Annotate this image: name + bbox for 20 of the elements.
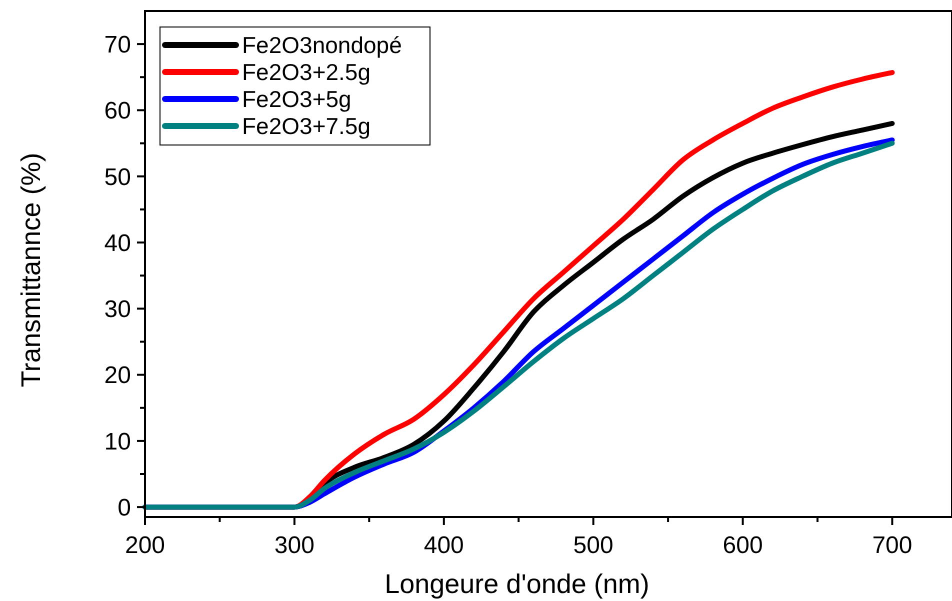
y-tick-label: 20 xyxy=(104,362,131,390)
x-axis-title: Longeure d'onde (nm) xyxy=(384,569,650,599)
y-tick-label: 40 xyxy=(104,230,131,257)
y-axis-title: Transmittannce (%) xyxy=(16,152,46,388)
legend-label: Fe2O3+7.5g xyxy=(242,113,371,140)
y-tick-label: 10 xyxy=(104,428,131,456)
legend-label: Fe2O3+2.5g xyxy=(242,59,371,86)
y-tick-label: 70 xyxy=(104,31,131,58)
y-tick-label: 60 xyxy=(104,98,131,125)
legend-label: Fe2O3nondopé xyxy=(242,32,402,58)
x-tick-label: 400 xyxy=(424,532,464,559)
y-tick-label: 50 xyxy=(104,164,131,191)
x-tick-label: 200 xyxy=(124,532,166,559)
x-tick-label: 500 xyxy=(573,532,614,559)
x-tick-label: 300 xyxy=(274,532,314,559)
y-tick-label: 30 xyxy=(104,296,131,324)
x-tick-label: 600 xyxy=(722,532,763,559)
y-tick-label: 0 xyxy=(118,494,131,522)
x-tick-label: 700 xyxy=(872,532,912,559)
legend-label: Fe2O3+5g xyxy=(242,86,352,112)
